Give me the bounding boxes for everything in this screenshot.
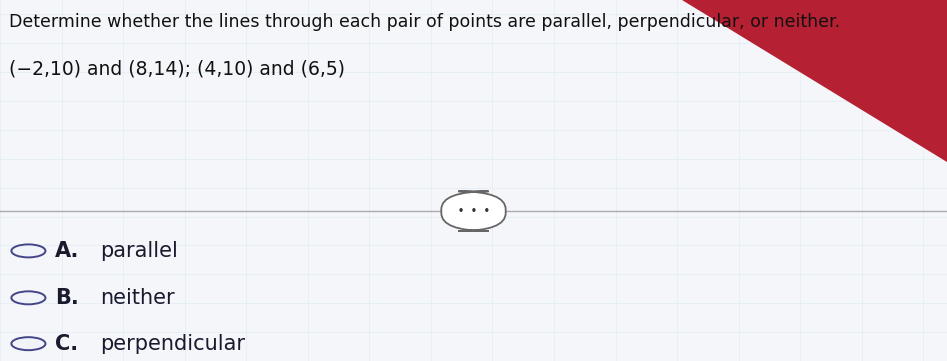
FancyBboxPatch shape xyxy=(441,191,506,231)
Polygon shape xyxy=(682,0,947,162)
Text: C.: C. xyxy=(55,334,78,354)
Circle shape xyxy=(11,244,45,257)
Text: (−2,10) and (8,14); (4,10) and (6,5): (−2,10) and (8,14); (4,10) and (6,5) xyxy=(9,60,346,79)
Text: •  •  •: • • • xyxy=(457,206,490,216)
Circle shape xyxy=(11,337,45,350)
Text: parallel: parallel xyxy=(100,241,178,261)
Text: B.: B. xyxy=(55,288,79,308)
Text: neither: neither xyxy=(100,288,175,308)
Circle shape xyxy=(11,291,45,304)
Text: perpendicular: perpendicular xyxy=(100,334,245,354)
Text: A.: A. xyxy=(55,241,80,261)
Text: Determine whether the lines through each pair of points are parallel, perpendicu: Determine whether the lines through each… xyxy=(9,13,841,31)
